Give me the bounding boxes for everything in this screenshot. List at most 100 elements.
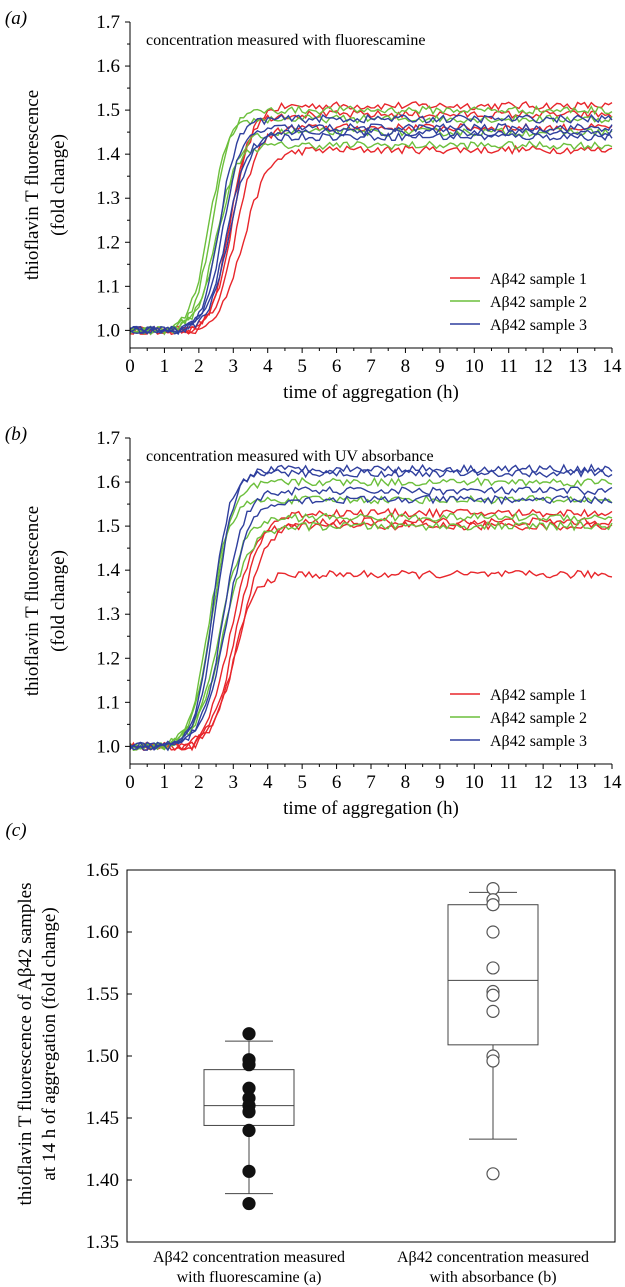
series-line-3-rep-3	[129, 468, 613, 751]
y-tick-label: 1.45	[86, 1108, 119, 1129]
data-point	[486, 881, 500, 896]
y-tick-label: 1.60	[86, 922, 119, 943]
plot-frame	[126, 869, 616, 1243]
panel-label: (a)	[5, 8, 27, 29]
y-tick-label: 1.35	[86, 1232, 119, 1253]
x-tick-label: 12	[534, 772, 553, 793]
x-tick-label: 14	[603, 356, 623, 377]
legend-label-3: Aβ42 sample 3	[490, 733, 587, 750]
x-tick-label: 11	[500, 772, 518, 793]
series-line-3-rep-1	[129, 463, 613, 751]
data-point	[242, 1164, 256, 1178]
panel-a: (a)0 1 2 3 4 5 6 7 8 9 10 11 12 13 141.01.11.21.31.41.…	[5, 8, 622, 403]
legend-label-1: Aβ42 sample 1	[490, 687, 587, 704]
series-line-3-rep-1	[129, 122, 613, 336]
x-tick-label: 0	[125, 356, 135, 377]
series-line-1-rep-4	[129, 521, 613, 751]
series-group	[129, 100, 613, 336]
legend-label-3: Aβ42 sample 3	[490, 317, 587, 334]
y-tick-label: 1.3	[96, 604, 120, 625]
x-tick-label: 0	[125, 772, 135, 793]
x-tick-label: 9	[435, 772, 445, 793]
x-tick-label: 1	[160, 772, 170, 793]
x-tick-label: 4	[263, 772, 273, 793]
series-line-3-rep-2	[129, 485, 613, 751]
series-line-1-rep-3	[129, 122, 613, 335]
panel-label: (b)	[5, 424, 27, 445]
panel-annotation: concentration measured with UV absorbanc…	[146, 448, 434, 465]
x-tick-label: 14	[603, 772, 623, 793]
box-group-1	[203, 1027, 295, 1211]
y-tick-label: 1.0	[96, 736, 120, 757]
y-tick-label: 1.40	[86, 1170, 119, 1191]
legend-label-2: Aβ42 sample 2	[490, 710, 587, 727]
y-axis-title-line2: (fold change)	[48, 550, 69, 652]
legend: Aβ42 sample 1 Aβ42 sample 2 Aβ42 sample 3	[450, 687, 587, 750]
panel-annotation: concentration measured with fluorescamin…	[146, 32, 425, 49]
data-point	[486, 961, 500, 975]
data-point	[486, 1167, 500, 1181]
y-tick-label: 1.1	[96, 692, 120, 713]
x-tick-label: 13	[568, 356, 587, 377]
y-tick-label: 1.65	[86, 860, 119, 881]
x-tick-label: 8	[401, 772, 411, 793]
x-tick-label: 10	[465, 772, 484, 793]
y-tick-label: 1.0	[96, 320, 120, 341]
series-group	[129, 463, 613, 752]
panel-label: (c)	[5, 820, 26, 841]
y-tick-label: 1.50	[86, 1046, 119, 1067]
x-tick-label: 5	[297, 356, 307, 377]
y-tick-label: 1.55	[86, 984, 119, 1005]
x-tick-label: 10	[465, 356, 484, 377]
x-tick-label: 4	[263, 356, 273, 377]
x-tick-label: 8	[401, 356, 411, 377]
series-line-3-rep-4	[129, 494, 613, 752]
x-tick-label: 6	[332, 772, 342, 793]
x-tick-label: 7	[366, 356, 376, 377]
y-axis-title: thioflavin T fluorescence (fold change)	[22, 506, 69, 696]
y-tick-label: 1.6	[96, 472, 120, 493]
series-line-2-rep-1	[129, 494, 613, 751]
data-point	[486, 925, 500, 939]
x-tick-label: 5	[297, 772, 307, 793]
series-line-1-rep-1	[129, 569, 613, 752]
x-tick-label: 2	[194, 772, 204, 793]
series-line-2-rep-2	[129, 512, 613, 752]
y-tick-label: 1.4	[96, 560, 120, 581]
y-axis-title-line1: thioflavin T fluorescence of Aβ42 sample…	[15, 883, 36, 1206]
panel-b: (b)0 1 2 3 4 5 6 7 8 9 10 11 12 13 141.01.11.21.31.41.…	[5, 424, 622, 819]
x-tick-label: 13	[568, 772, 587, 793]
legend-label-2: Aβ42 sample 2	[490, 294, 587, 311]
series-line-3-rep-2	[129, 131, 613, 335]
data-point	[486, 898, 500, 912]
series-line-2-rep-2	[129, 140, 613, 335]
series-line-3-rep-4	[129, 127, 613, 334]
data-point	[486, 988, 500, 1002]
y-tick-label: 1.7	[96, 12, 120, 33]
data-point	[242, 1058, 256, 1072]
legend: Aβ42 sample 1 Aβ42 sample 2 Aβ42 sample 3	[450, 271, 587, 334]
y-tick-label: 1.5	[96, 516, 120, 537]
y-tick-label: 1.4	[96, 144, 120, 165]
y-tick-label: 1.7	[96, 428, 120, 449]
x-tick-label: 3	[229, 772, 239, 793]
y-axis-title: thioflavin T fluorescence of Aβ42 sample…	[15, 883, 60, 1206]
y-tick-label: 1.2	[96, 232, 120, 253]
y-axis-title-line1: thioflavin T fluorescence	[22, 506, 43, 696]
data-point	[242, 1196, 256, 1211]
x-tick-label: 2	[194, 356, 204, 377]
data-point	[486, 1054, 500, 1068]
series-line-1-rep-2	[129, 144, 613, 336]
x-axis-title: time of aggregation (h)	[283, 798, 459, 819]
x-tick-label: 1	[160, 356, 170, 377]
category-label-line2: with absorbance (b)	[429, 1269, 556, 1286]
series-line-2-rep-3	[129, 104, 613, 335]
legend-label-1: Aβ42 sample 1	[490, 271, 587, 288]
x-tick-label: 12	[534, 356, 553, 377]
y-tick-label: 1.6	[96, 56, 120, 77]
y-tick-label: 1.3	[96, 188, 120, 209]
x-tick-label: 11	[500, 356, 518, 377]
series-line-2-rep-4	[129, 520, 613, 751]
x-tick-label: 6	[332, 356, 342, 377]
